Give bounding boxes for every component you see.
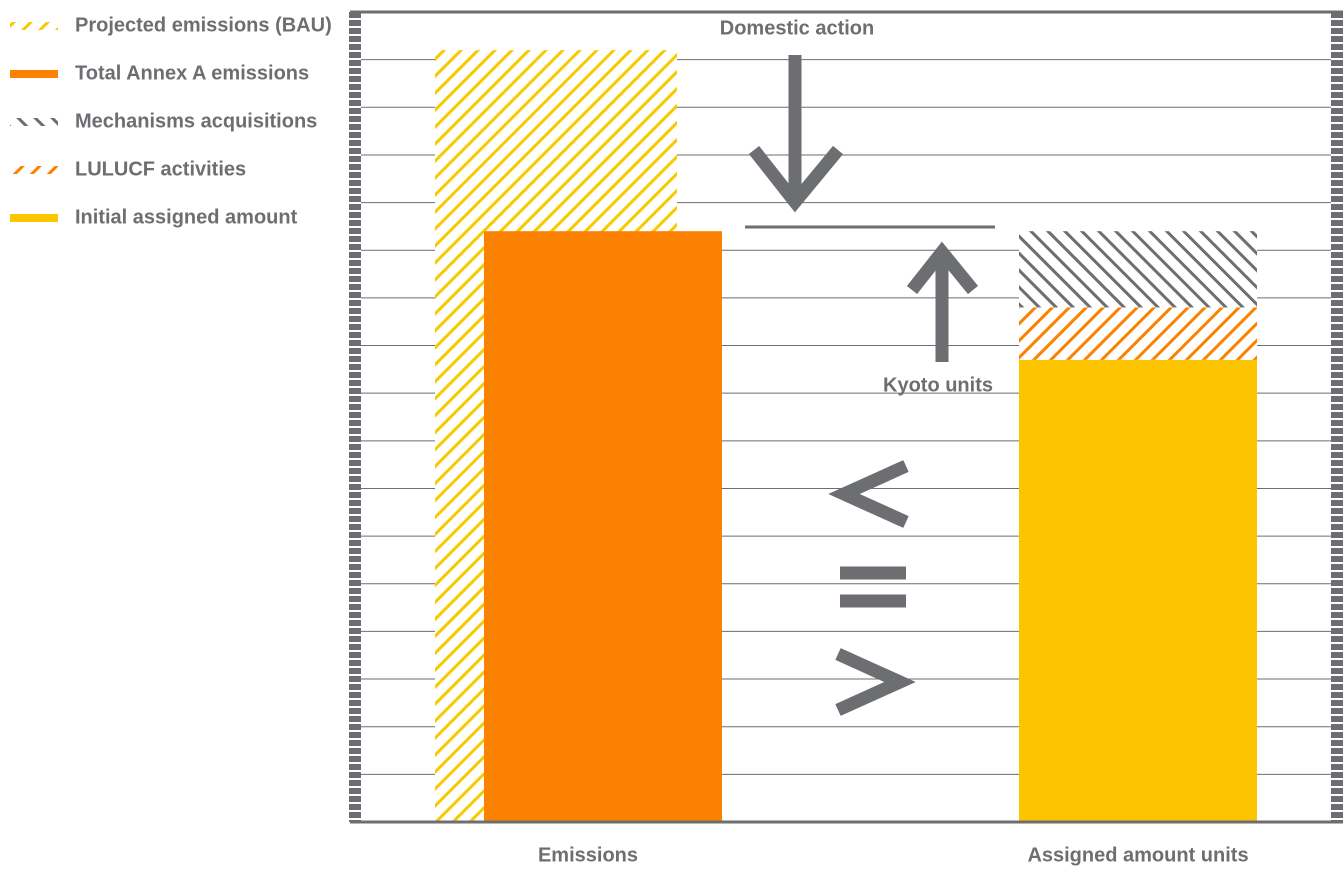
bar-segment (1019, 359, 1257, 822)
legend-swatch (10, 118, 58, 126)
annotation: Domestic action (720, 17, 874, 39)
x-tick-label: Emissions (538, 844, 638, 866)
legend-label: LULUCF activities (75, 158, 246, 180)
legend-swatch (10, 166, 58, 174)
legend-label: Projected emissions (BAU) (75, 14, 332, 36)
bars (435, 50, 1257, 823)
frame (349, 10, 1343, 822)
legend-swatch (10, 214, 58, 222)
legend-swatch (10, 70, 58, 78)
legend-label: Mechanisms acquisitions (75, 110, 317, 132)
bar-segment (1019, 231, 1257, 308)
annotation: Kyoto units (883, 374, 993, 396)
bar-segment (1019, 307, 1257, 360)
legend-swatch (10, 22, 58, 30)
legend-label: Total Annex A emissions (75, 62, 309, 84)
bar (484, 231, 722, 823)
x-tick-label: Assigned amount units (1027, 844, 1248, 866)
legend-label: Initial assigned amount (75, 206, 298, 228)
legend: Projected emissions (BAU) Total Annex A e… (10, 14, 332, 228)
diagram-symbols (745, 55, 995, 716)
